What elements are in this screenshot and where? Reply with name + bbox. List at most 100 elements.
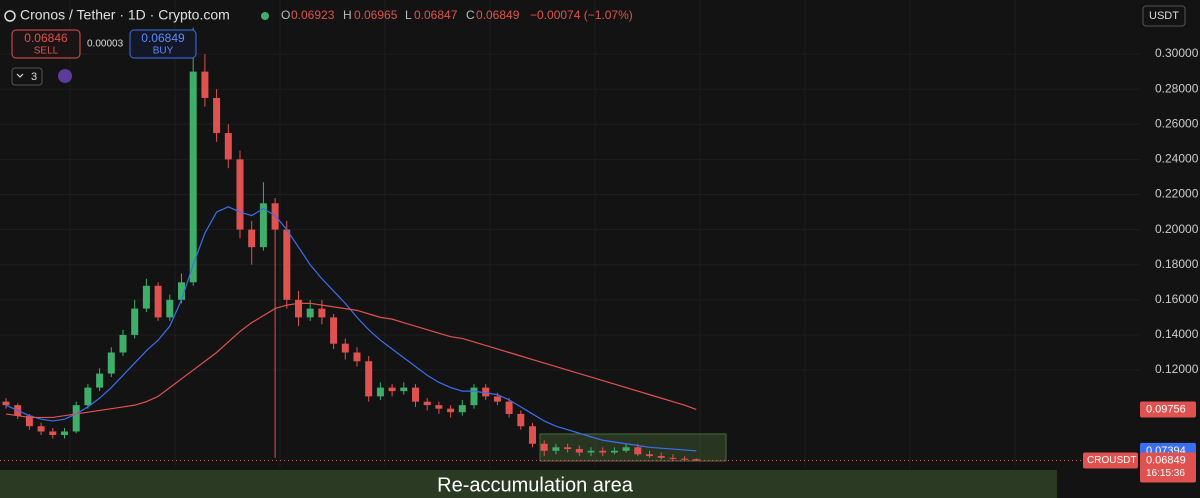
y-tick-label: 0.26000 [1155, 116, 1199, 130]
buy-price: 0.06849 [141, 31, 185, 45]
candle-body [96, 373, 104, 388]
candle-body [692, 459, 700, 461]
y-tick-label: 0.22000 [1155, 187, 1199, 201]
h-label: H [343, 8, 352, 22]
candle-body [423, 401, 431, 406]
candle-body [552, 447, 560, 451]
candle-body [84, 387, 92, 406]
candle-body [131, 308, 139, 335]
candle-body [330, 317, 338, 344]
change: −0.00074 (−1.07%) [530, 8, 633, 22]
candle-body [458, 405, 466, 413]
spread: 0.00003 [87, 39, 124, 50]
candle-body [529, 426, 536, 444]
candle-body [353, 352, 361, 362]
candle-body [599, 450, 607, 453]
moving-average [5, 206, 697, 452]
symbol-title: Cronos / Tether · 1D · Crypto.com [20, 7, 230, 23]
candle-body [634, 447, 642, 455]
candle-body [400, 387, 408, 392]
candle-body [201, 71, 209, 98]
candle-body [142, 285, 150, 309]
o-value: 0.06923 [291, 8, 335, 22]
candle-body [248, 229, 256, 248]
candle-body [610, 450, 618, 453]
sell-price: 0.06846 [24, 31, 68, 45]
candle-body [166, 299, 174, 318]
buy-label: BUY [153, 46, 174, 57]
candle-body [657, 456, 665, 458]
candle-body [49, 431, 57, 435]
indicator-count: 3 [31, 71, 37, 83]
y-tick-label: 0.18000 [1155, 257, 1199, 271]
symbol-tag [1083, 452, 1138, 469]
y-tick-label: 0.16000 [1155, 292, 1199, 306]
candle-body [213, 97, 221, 134]
candle-body [482, 387, 490, 397]
y-tick-label: 0.24000 [1155, 152, 1199, 166]
candle-body [622, 447, 630, 451]
plot [2, 27, 700, 462]
symbol-icon [4, 10, 16, 22]
countdown: 16:15:36 [1146, 468, 1185, 479]
candle-body [72, 405, 80, 432]
candle-body [178, 282, 185, 300]
indicator-toggle[interactable] [11, 67, 43, 86]
sell-label: SELL [34, 46, 59, 57]
price-tag-label: 0.09756 [1146, 403, 1186, 415]
candle-body [341, 343, 349, 353]
last-price-label: 0.06849 [1146, 454, 1186, 466]
candle-body [25, 415, 33, 427]
candle-body [669, 457, 677, 459]
l-value: 0.06847 [414, 8, 458, 22]
candle-body [540, 443, 548, 451]
candle-body [37, 426, 45, 432]
candle-body [306, 308, 314, 318]
refresh-icon[interactable] [58, 69, 72, 83]
candle-body [587, 450, 595, 453]
candle-body [154, 285, 162, 318]
candle-body [447, 408, 455, 413]
currency: USDT [1149, 10, 1179, 22]
o-label: O [281, 8, 290, 22]
candle-body [224, 133, 232, 160]
candle-body [564, 447, 572, 450]
symbol-tag-label: CROUSDT [1087, 455, 1136, 466]
c-label: C [466, 8, 475, 22]
candle-body [236, 159, 244, 230]
sell-button[interactable] [11, 29, 81, 59]
candle-body [283, 229, 291, 300]
l-label: L [405, 8, 412, 22]
candle-body [435, 405, 443, 409]
candle-body [189, 71, 197, 283]
candle-body [119, 334, 127, 353]
candle-body [107, 352, 115, 374]
y-tick-label: 0.30000 [1155, 46, 1199, 60]
last-price-tag [1140, 452, 1196, 483]
y-tick-label: 0.28000 [1155, 81, 1199, 95]
chevron [16, 73, 24, 78]
candle-body [493, 396, 501, 402]
candle-body [318, 308, 326, 318]
h-value: 0.06965 [354, 8, 398, 22]
candle-body [505, 401, 513, 414]
currency-select[interactable] [1142, 5, 1186, 27]
candle-body [259, 203, 267, 248]
price-tag [1140, 401, 1196, 418]
candle-body [646, 454, 653, 457]
candle-body [681, 458, 689, 460]
candle-body [376, 387, 384, 397]
y-tick-label: 0.14000 [1155, 327, 1199, 341]
candle-body [575, 449, 583, 453]
candle-body [61, 431, 68, 435]
status-dot [261, 12, 269, 20]
buy-button[interactable] [129, 29, 197, 59]
c-value: 0.06849 [476, 8, 520, 22]
candle-body [470, 387, 478, 406]
candle-body [295, 299, 302, 318]
annotation-band [0, 470, 1057, 498]
